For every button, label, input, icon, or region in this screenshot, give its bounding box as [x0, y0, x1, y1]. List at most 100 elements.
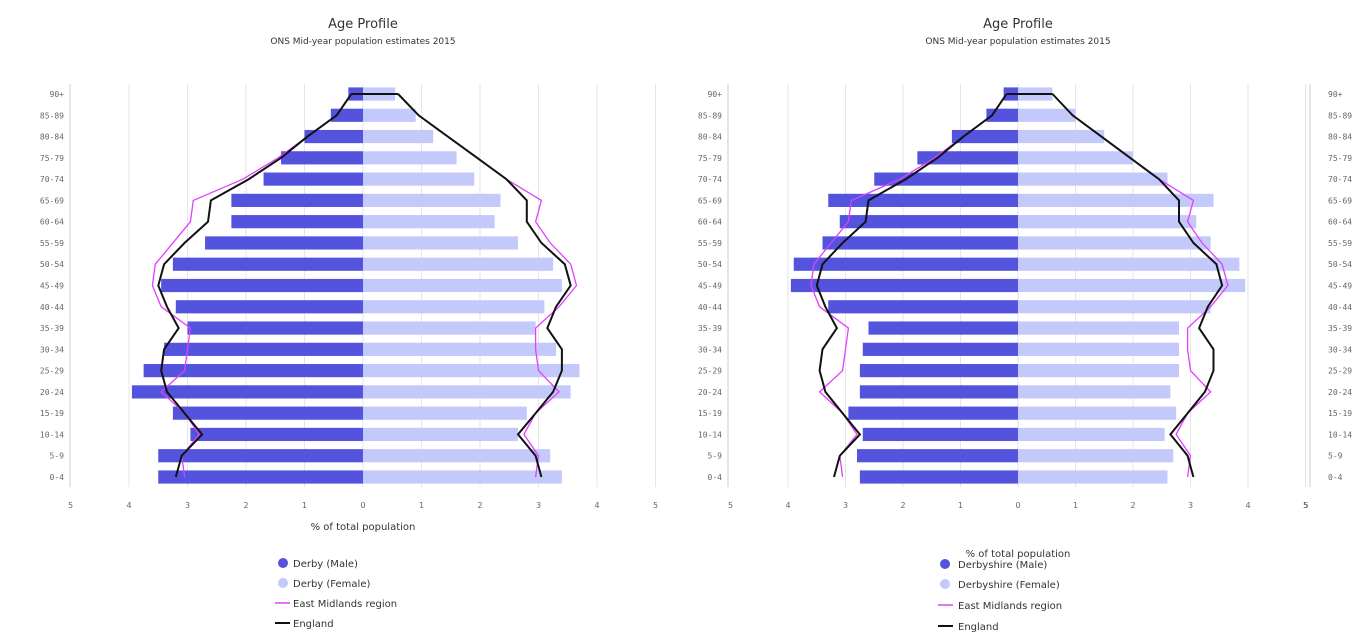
chart1-subtitle: ONS Mid-year population estimates 2015: [270, 37, 455, 47]
male-bar[interactable]: [917, 151, 1018, 165]
male-bar[interactable]: [839, 215, 1018, 229]
x-tick-label: 2: [900, 501, 905, 510]
category-label: 75-79: [40, 154, 64, 163]
x-tick-label: 5: [728, 501, 733, 510]
male-bar[interactable]: [859, 470, 1018, 484]
male-bar[interactable]: [790, 278, 1018, 293]
male-bar[interactable]: [205, 236, 363, 250]
legend-item-england[interactable]: England: [293, 619, 334, 630]
england-line-female-side[interactable]: [397, 93, 572, 478]
female-bar[interactable]: [363, 193, 501, 207]
category-label: 50-54: [40, 260, 64, 269]
female-bar[interactable]: [1018, 193, 1214, 207]
female-bar[interactable]: [363, 342, 557, 356]
female-bar[interactable]: [363, 321, 536, 335]
male-bar[interactable]: [231, 193, 363, 207]
male-bar[interactable]: [158, 470, 363, 484]
category-label: 85-89: [1328, 111, 1352, 120]
male-bar[interactable]: [859, 385, 1018, 399]
male-bar[interactable]: [172, 406, 363, 420]
male-bar[interactable]: [143, 364, 363, 378]
female-bar[interactable]: [363, 129, 434, 144]
male-bar[interactable]: [263, 172, 363, 186]
male-bar[interactable]: [857, 449, 1018, 463]
female-bar[interactable]: [1018, 427, 1165, 442]
legend-female-swatch[interactable]: [278, 578, 288, 588]
female-bar[interactable]: [363, 215, 495, 229]
male-bar[interactable]: [187, 321, 364, 335]
female-bar[interactable]: [1018, 321, 1179, 335]
female-bar[interactable]: [363, 427, 519, 442]
female-bar[interactable]: [1018, 449, 1174, 463]
female-bar[interactable]: [363, 449, 551, 463]
legend-item-region[interactable]: East Midlands region: [293, 599, 397, 610]
female-bar[interactable]: [363, 385, 571, 399]
england-line-female-side[interactable]: [1051, 93, 1224, 478]
female-bar[interactable]: [363, 257, 554, 271]
female-bar[interactable]: [1018, 151, 1133, 165]
female-bar[interactable]: [1018, 129, 1105, 144]
female-bar[interactable]: [1018, 215, 1197, 229]
female-bar[interactable]: [363, 300, 545, 314]
category-label: 40-44: [40, 303, 64, 312]
male-bar[interactable]: [172, 257, 363, 271]
female-bar[interactable]: [1018, 108, 1076, 122]
england-line-male-side[interactable]: [157, 93, 353, 478]
female-bar[interactable]: [1018, 257, 1240, 271]
category-label: 0-4: [708, 473, 723, 482]
category-label: 15-19: [1328, 409, 1352, 418]
female-bar[interactable]: [1018, 278, 1246, 293]
male-bar[interactable]: [164, 342, 363, 356]
legend-item-england[interactable]: England: [958, 622, 999, 633]
legend-female-swatch[interactable]: [940, 579, 950, 589]
female-bar[interactable]: [363, 236, 519, 250]
female-bar[interactable]: [363, 151, 457, 165]
male-bar[interactable]: [131, 385, 363, 399]
male-bar[interactable]: [304, 129, 364, 144]
female-bar[interactable]: [363, 172, 475, 186]
legend-male-swatch[interactable]: [940, 559, 950, 569]
female-bar[interactable]: [1018, 172, 1168, 186]
male-bar[interactable]: [161, 278, 363, 293]
male-bar[interactable]: [848, 406, 1018, 420]
male-bar[interactable]: [862, 427, 1018, 442]
male-bar[interactable]: [793, 257, 1018, 271]
male-bar[interactable]: [828, 193, 1018, 207]
male-bar[interactable]: [158, 449, 363, 463]
female-bar[interactable]: [1018, 236, 1211, 250]
legend-item-female[interactable]: Derbyshire (Female): [958, 580, 1060, 591]
male-bar[interactable]: [951, 129, 1018, 144]
legend-item-male[interactable]: Derby (Male): [293, 559, 358, 570]
female-bar[interactable]: [1018, 342, 1179, 356]
category-label: 60-64: [1328, 218, 1352, 227]
female-bar[interactable]: [363, 108, 416, 122]
female-bar[interactable]: [363, 406, 527, 420]
male-bar[interactable]: [828, 300, 1018, 314]
male-bar[interactable]: [862, 342, 1018, 356]
legend-male-swatch[interactable]: [278, 558, 288, 568]
female-bar[interactable]: [1018, 406, 1177, 420]
male-bar[interactable]: [175, 300, 363, 314]
female-bar[interactable]: [1018, 300, 1211, 314]
male-bar[interactable]: [822, 236, 1019, 250]
female-bar[interactable]: [1018, 385, 1171, 399]
female-bar[interactable]: [363, 364, 580, 378]
female-bar[interactable]: [1018, 364, 1179, 378]
category-label: 45-49: [40, 282, 64, 291]
female-bar[interactable]: [1018, 470, 1168, 484]
x-tick-label: 4: [1245, 501, 1250, 510]
legend-item-male[interactable]: Derbyshire (Male): [958, 560, 1047, 571]
x-tick-label: 2: [243, 501, 248, 510]
male-bar[interactable]: [231, 215, 363, 229]
legend-item-female[interactable]: Derby (Female): [293, 579, 370, 590]
category-label: 55-59: [1328, 239, 1352, 248]
male-bar[interactable]: [859, 364, 1018, 378]
england-line-male-side[interactable]: [815, 93, 1008, 478]
male-bar[interactable]: [868, 321, 1019, 335]
female-bar[interactable]: [363, 278, 562, 293]
male-bar[interactable]: [281, 151, 363, 165]
male-bar[interactable]: [190, 427, 363, 442]
female-bar[interactable]: [363, 470, 562, 484]
x-tick-label: 3: [1188, 501, 1193, 510]
legend-item-region[interactable]: East Midlands region: [958, 601, 1062, 612]
